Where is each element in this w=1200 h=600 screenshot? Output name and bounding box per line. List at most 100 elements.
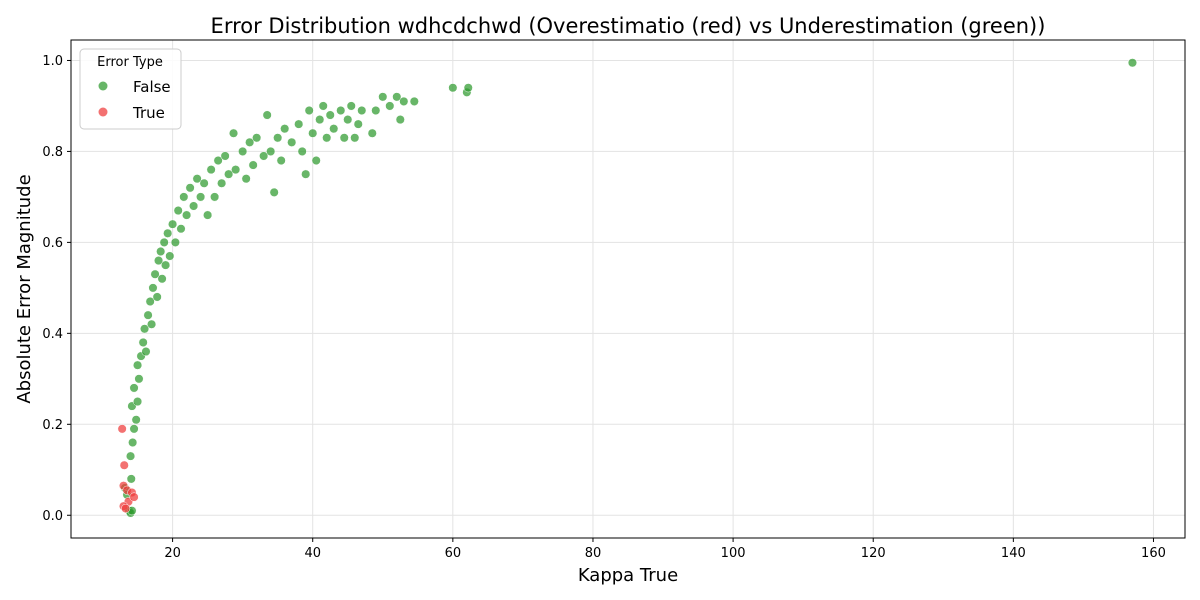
point-false [213,155,223,166]
point-false [159,237,169,247]
point-false [148,283,158,293]
point-false [150,269,160,279]
point-false [161,260,171,270]
point-false [173,205,183,216]
point-false [145,296,155,307]
x-tick-label: 20 [164,546,181,561]
point-false [179,192,189,202]
point-false [189,201,199,211]
point-false [343,115,353,125]
point-false [259,151,269,161]
point-false [199,178,209,188]
point-false [196,192,206,202]
legend-title: Error Type [97,55,163,70]
point-false [192,174,202,184]
point-false [152,292,162,302]
x-tick-label: 60 [445,546,462,561]
point-false [170,237,180,247]
point-true [129,492,139,502]
point-false [231,165,241,175]
point-false [409,96,419,106]
point-false [220,151,230,161]
legend-marker-true [98,107,108,117]
y-tick-label: 0.2 [42,418,63,433]
legend: Error Type False True [79,48,182,130]
data-points [117,58,1138,518]
point-false [141,346,151,357]
x-tick-label: 160 [1141,546,1166,561]
point-false [133,397,143,407]
point-false [126,451,136,461]
point-false [154,256,164,266]
point-false [269,187,279,197]
legend-label-true: True [132,104,165,122]
y-tick-label: 0.4 [42,327,63,342]
point-false [128,437,138,448]
point-false [168,219,178,229]
chart-title: Error Distribution wdhcdchwd (Overestima… [211,14,1046,38]
point-false [280,124,290,134]
point-false [143,310,153,320]
point-false [371,105,381,116]
point-false [126,474,136,484]
point-false [245,137,255,147]
point-false [252,133,262,143]
point-false [248,160,258,170]
point-false [315,115,325,125]
grid-lines [71,40,1185,538]
point-false [463,83,473,93]
point-false [301,169,311,179]
point-false [129,424,139,434]
x-tick-label: 140 [1001,546,1026,561]
point-false [129,383,139,393]
x-tick-label: 40 [304,546,321,561]
x-tick-label: 120 [861,546,886,561]
point-true [117,424,127,434]
point-false [1127,58,1138,68]
point-false [399,96,409,106]
y-tick-label: 0.0 [42,509,63,524]
point-false [304,105,314,116]
point-false [276,155,286,166]
point-false [266,146,276,156]
x-tick-label: 100 [721,546,746,561]
point-false [308,128,318,138]
y-tick-label: 0.8 [42,145,63,160]
point-false [238,146,248,156]
axis-ticks: 20 40 60 80 100 120 140 160 0.0 0.2 0.4 0.6 0.8 1.0 [42,54,1166,561]
plot-frame [70,39,1186,539]
point-false [262,110,272,120]
x-tick-label: 80 [585,546,602,561]
point-false [385,101,395,111]
point-false [182,210,192,220]
point-false [210,192,220,202]
point-false [318,101,328,111]
point-false [131,415,141,425]
point-false [203,210,213,220]
point-false [138,337,148,347]
point-false [346,101,356,111]
y-axis-label: Absolute Error Magnitude [14,174,35,403]
point-false [133,360,143,370]
point-false [206,165,216,175]
point-false [224,169,234,179]
point-false [241,174,251,184]
point-false [392,92,402,102]
point-false [217,178,227,188]
point-false [378,92,388,102]
point-false [297,146,307,156]
point-false [176,224,186,234]
point-false [350,133,360,143]
x-axis-label: Kappa True [578,565,678,586]
point-false [329,124,339,134]
point-false [322,133,332,143]
point-false [294,119,304,129]
point-false [357,105,367,116]
point-false [156,246,166,257]
point-false [395,115,405,125]
point-false [185,183,195,193]
point-true [119,460,129,470]
point-false [134,374,144,384]
point-false [448,83,458,93]
